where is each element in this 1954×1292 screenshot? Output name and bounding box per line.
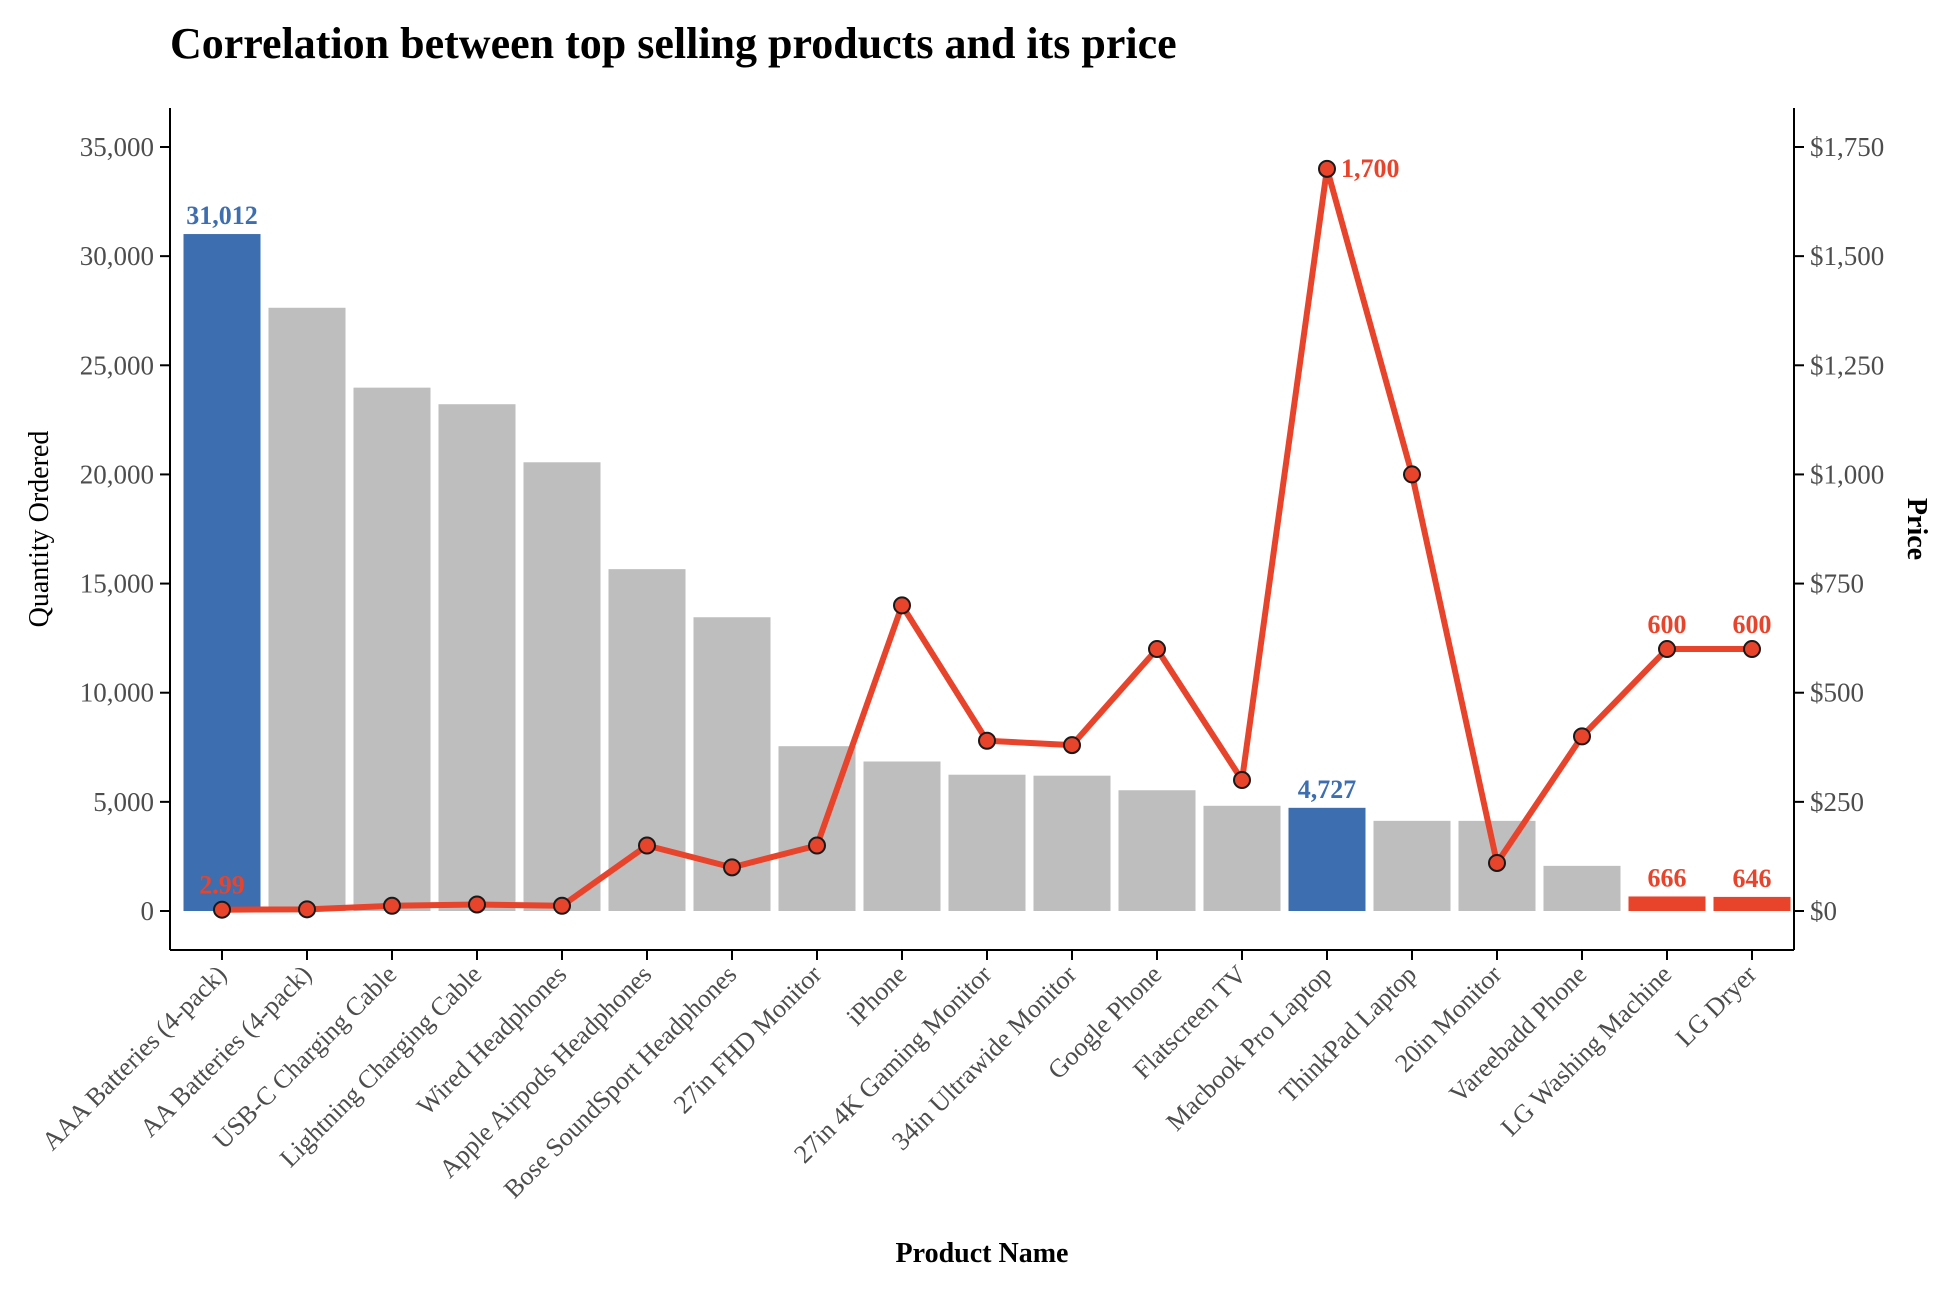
bar-vareebadd-phone	[1543, 865, 1621, 911]
price-point-vareebadd-phone	[1573, 727, 1591, 746]
x-ticks: AAA Batteries (4-pack)AA Batteries (4-pa…	[36, 950, 1762, 1204]
price-point-bose-soundsport-headphones	[723, 858, 741, 877]
right-ticks: $0 $250 $500 $750 $1,000 $1,250 $1,500 $1,750	[1794, 132, 1884, 926]
price-point-aa-batteries-4-pack	[298, 900, 316, 919]
right-tick-label: $1,750	[1810, 132, 1884, 162]
right-tick-label: $250	[1810, 787, 1864, 817]
price-point-lg-washing-machine	[1658, 640, 1676, 659]
left-ticks: 0 5,000 10,000 15,000 20,000 25,000 30,000 35,0…	[80, 132, 170, 926]
x-tick-label-macbook-pro-laptop: Macbook Pro Laptop	[1160, 960, 1337, 1137]
price-point-34in-ultrawide-monitor	[1063, 736, 1081, 755]
right-tick-label: $750	[1810, 569, 1864, 599]
bar-thinkpad-laptop	[1373, 820, 1451, 911]
price-point-apple-airpods-headphones	[638, 836, 656, 855]
y-axis-title: Quantity Ordered	[24, 431, 55, 628]
price-point-iphone	[893, 596, 911, 615]
price-point-27in-4k-gaming-monitor	[978, 731, 996, 750]
price-value-label: 600	[1733, 610, 1772, 639]
right-tick-label: $0	[1810, 896, 1837, 926]
left-tick-label: 25,000	[80, 350, 154, 380]
bar-aa-batteries-4-pack	[268, 307, 346, 911]
price-point-aaa-batteries-4-pack	[213, 900, 231, 919]
price-point-usb-c-charging-cable	[383, 896, 401, 915]
x-tick-label-iphone: iPhone	[841, 960, 913, 1032]
bar-lightning-charging-cable	[438, 404, 516, 911]
y2-axis-title: Price	[1901, 498, 1932, 560]
right-tick-label: $500	[1810, 678, 1864, 708]
right-tick-label: $1,250	[1810, 350, 1884, 380]
left-tick-label: 20,000	[80, 459, 154, 489]
bar-lg-dryer	[1713, 896, 1791, 911]
price-point-macbook-pro-laptop	[1318, 159, 1336, 178]
bar-27in-4k-gaming-monitor	[948, 774, 1026, 911]
points-layer	[213, 159, 1761, 919]
left-tick-label: 0	[141, 896, 155, 926]
bar-wired-headphones	[523, 462, 601, 911]
x-tick-label-wired-headphones: Wired Headphones	[411, 960, 572, 1121]
bar-lg-washing-machine	[1628, 896, 1706, 911]
price-value-label: 1,700	[1341, 154, 1400, 183]
bar-usb-c-charging-cable	[353, 387, 431, 911]
bar-value-label: 646	[1733, 864, 1772, 893]
price-point-27in-fhd-monitor	[808, 836, 826, 855]
bar-value-label: 4,727	[1298, 775, 1357, 804]
left-tick-label: 15,000	[80, 569, 154, 599]
x-tick-label-27in-fhd-monitor: 27in FHD Monitor	[668, 960, 828, 1120]
bar-aaa-batteries-4-pack	[183, 234, 261, 911]
price-point-thinkpad-laptop	[1403, 465, 1421, 484]
price-point-flatscreen-tv	[1233, 771, 1251, 790]
left-tick-label: 10,000	[80, 678, 154, 708]
right-tick-label: $1,000	[1810, 459, 1884, 489]
price-point-lg-dryer	[1743, 640, 1761, 659]
price-point-20in-monitor	[1488, 853, 1506, 872]
bar-google-phone	[1118, 790, 1196, 911]
left-tick-label: 35,000	[80, 132, 154, 162]
left-tick-label: 5,000	[93, 787, 154, 817]
price-value-label: 2.99	[199, 871, 245, 900]
x-tick-label-lg-washing-machine: LG Washing Machine	[1495, 960, 1677, 1142]
x-axis-title: Product Name	[896, 1238, 1069, 1269]
bar-apple-airpods-headphones	[608, 569, 686, 911]
bar-flatscreen-tv	[1203, 805, 1281, 911]
chart-title: Correlation between top selling products…	[170, 19, 1177, 68]
bar-34in-ultrawide-monitor	[1033, 775, 1111, 911]
bars-layer	[183, 234, 1791, 911]
bar-iphone	[863, 761, 941, 911]
price-point-lightning-charging-cable	[468, 895, 486, 914]
axes-layer	[169, 108, 1795, 951]
price-point-google-phone	[1148, 640, 1166, 659]
right-tick-label: $1,500	[1810, 241, 1884, 271]
price-value-label: 600	[1648, 610, 1687, 639]
left-tick-label: 30,000	[80, 241, 154, 271]
x-tick-label-lg-dryer: LG Dryer	[1670, 959, 1763, 1052]
bar-value-label: 31,012	[186, 201, 258, 230]
bar-macbook-pro-laptop	[1288, 807, 1366, 911]
bar-value-label: 666	[1648, 863, 1687, 892]
price-point-wired-headphones	[553, 896, 571, 915]
labels-layer: 31,012 4,727 666 646 2.99 1,700 600 600	[186, 154, 1771, 900]
